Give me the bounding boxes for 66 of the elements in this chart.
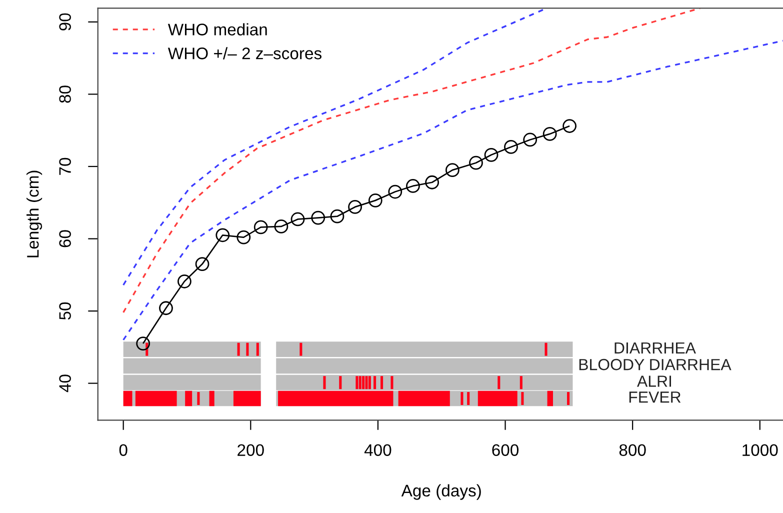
legend-label: WHO +/– 2 z–scores: [168, 47, 322, 60]
bar: [358, 376, 362, 390]
bar: [520, 376, 522, 390]
point: [254, 220, 268, 234]
point: [368, 194, 382, 208]
point: [236, 230, 251, 244]
x-tick-label: 600: [492, 444, 519, 456]
annotation: ALRI: [637, 376, 672, 387]
point: [274, 220, 288, 234]
bar: [368, 376, 371, 390]
bar: [498, 376, 500, 390]
bar: [460, 392, 464, 405]
point: [216, 228, 230, 242]
point: [136, 336, 150, 350]
point: [406, 179, 420, 193]
point: [178, 274, 192, 288]
bar: [300, 342, 302, 356]
point: [562, 119, 577, 133]
point: [388, 184, 402, 199]
point: [330, 209, 344, 224]
line-series: [122, 40, 783, 341]
x-tick-label: 0: [119, 444, 128, 456]
y-tick-label: 60: [59, 230, 71, 248]
bar: [365, 376, 368, 390]
x-axis-title: Age (days): [401, 484, 481, 500]
y-tick-label: 80: [59, 86, 71, 103]
point: [348, 200, 362, 214]
point: [523, 132, 538, 147]
bar: [256, 342, 259, 356]
bar: [544, 342, 548, 356]
bar: [356, 376, 358, 390]
point: [425, 175, 440, 190]
point: [504, 140, 518, 154]
annotation: BLOODY DIARRHEA: [579, 358, 732, 370]
point: [542, 127, 557, 141]
x-tick-label: 800: [619, 444, 646, 456]
point: [311, 210, 326, 225]
annotation: DIARRHEA: [614, 342, 696, 354]
bar: [380, 376, 384, 390]
point: [484, 148, 498, 162]
bar: [323, 376, 326, 390]
bar: [521, 392, 524, 405]
x-tick-label: 200: [238, 444, 264, 456]
bar: [362, 376, 365, 390]
x-tick-label: 1000: [742, 444, 778, 456]
annotation: FEVER: [629, 392, 681, 403]
point: [195, 257, 210, 271]
bar: [567, 392, 570, 405]
y-tick-label: 90: [59, 13, 71, 30]
point: [159, 301, 173, 316]
bar: [467, 392, 470, 405]
point: [290, 212, 305, 226]
y-tick-label: 40: [59, 374, 71, 392]
y-axis-title: Length (cm): [26, 170, 42, 258]
bar: [339, 376, 342, 390]
bar: [237, 342, 240, 356]
x-tick-label: 400: [364, 444, 392, 456]
point: [445, 163, 460, 178]
point: [469, 156, 483, 170]
bar: [374, 376, 376, 390]
y-tick-label: 50: [59, 302, 71, 320]
y-tick-label: 70: [59, 158, 71, 175]
bar: [390, 376, 394, 390]
bar: [197, 392, 200, 405]
legend-label: WHO median: [168, 23, 267, 36]
bar: [246, 342, 249, 356]
